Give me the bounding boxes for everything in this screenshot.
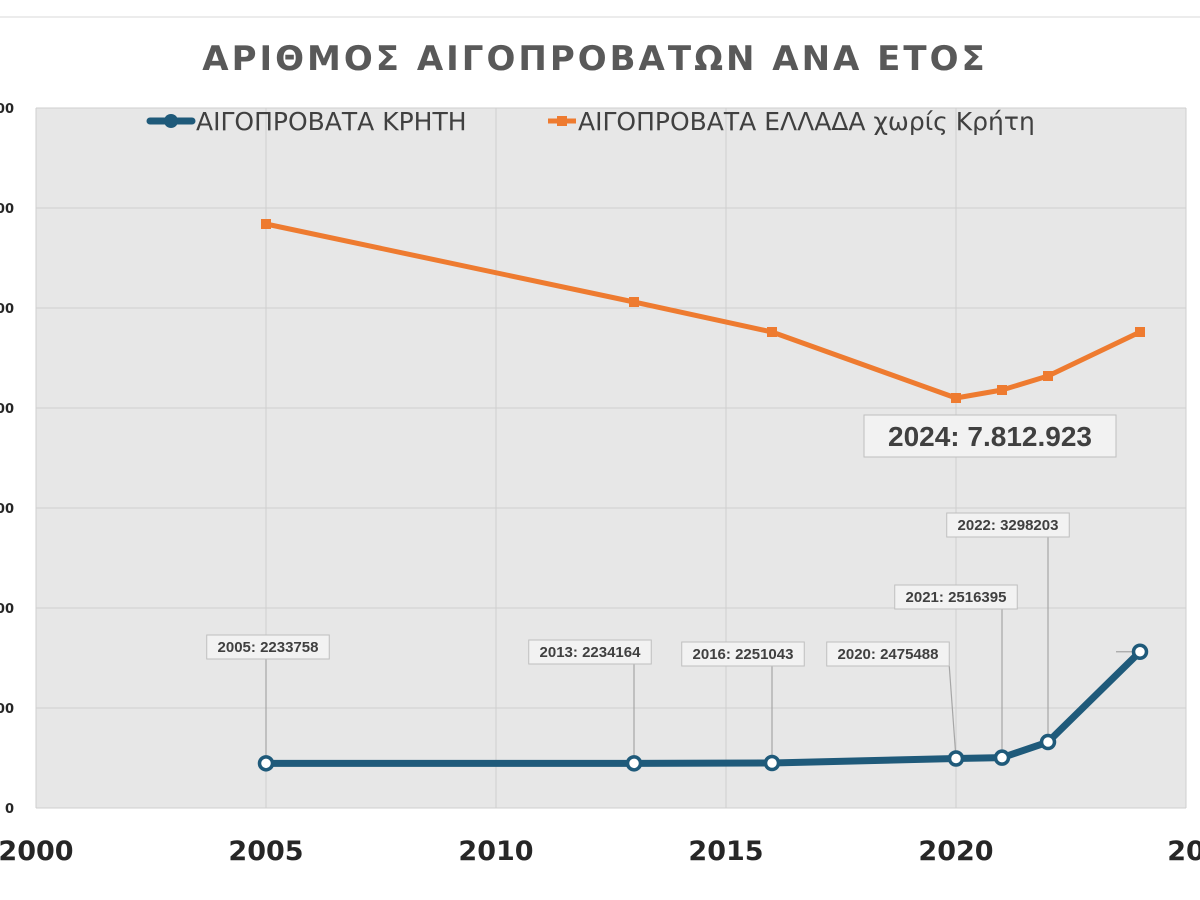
x-tick-label: 2020 [918,836,993,867]
callout-box [681,641,805,667]
y-tick-label: 00 [0,402,14,417]
data-point [763,754,781,772]
data-point [1043,371,1053,381]
callout-label: 2024: 7.812.923 [888,421,1092,452]
y-tick-label: 00 [0,502,14,517]
x-tick-label: 2010 [458,836,533,867]
data-point [1039,733,1057,751]
y-tick-label: 00 [0,302,14,317]
callout-label: 2021: 2516395 [906,589,1007,606]
y-tick-label: 00 [0,702,14,717]
callout-box [528,639,652,665]
legend-label: ΑΙΓΟΠΡΟΒΑΤΑ ΕΛΛΑΔΑ χωρίς Κρήτη [578,107,1035,136]
x-tick-label: 2005 [228,836,303,867]
callout-box [206,634,330,660]
callout-box [863,414,1117,458]
data-point [947,750,965,767]
callout-box [946,512,1070,538]
legend-swatch-marker [164,114,178,128]
plot-area [36,108,1186,808]
data-point [257,755,275,772]
y-tick-label: 00 [0,102,14,117]
data-point [261,219,271,229]
data-callouts: 2005: 2233758 2013: 2234164 2016: 2251043 2… [206,414,1117,667]
series-markers [257,219,1149,772]
y-tick-label: 00 [0,202,14,217]
x-axis-ticks: 2000 2005 2010 2015 2020 20 [0,836,1200,867]
callout-label: 2013: 2234164 [540,644,642,661]
data-point [1135,327,1145,337]
x-tick-label: 20 [1167,836,1200,867]
x-tick-label: 2000 [0,836,74,867]
data-point [951,393,961,403]
data-point [1131,643,1149,660]
x-tick-label: 2015 [688,836,763,867]
legend-swatch-marker [557,116,567,126]
callout-leader-line [948,665,957,759]
y-tick-label: 00 [0,602,14,617]
legend-label: ΑΙΓΟΠΡΟΒΑΤΑ ΚΡΗΤΗ [196,107,467,136]
callout-box [894,584,1018,610]
y-tick-label: 0 [5,802,14,817]
legend: ΑΙΓΟΠΡΟΒΑΤΑ ΚΡΗΤΗ ΑΙΓΟΠΡΟΒΑΤΑ ΕΛΛΑΔΑ χωρί… [146,107,1035,136]
callout-label: 2016: 2251043 [693,646,794,663]
data-point [997,385,1007,395]
data-point [993,749,1011,766]
data-point [625,755,643,772]
callout-leaders [265,537,1140,764]
callout-label: 2022: 3298203 [958,517,1059,534]
callout-label: 2005: 2233758 [218,639,319,656]
data-point [767,327,777,337]
chart-title: ΑΡΙΘΜΟΣ ΑΙΓΟΠΡΟΒΑΤΩΝ ΑΝΑ ΕΤΟΣ [202,39,987,79]
data-point [629,297,639,307]
callout-label: 2020: 2475488 [838,646,939,663]
callout-box [826,641,950,667]
